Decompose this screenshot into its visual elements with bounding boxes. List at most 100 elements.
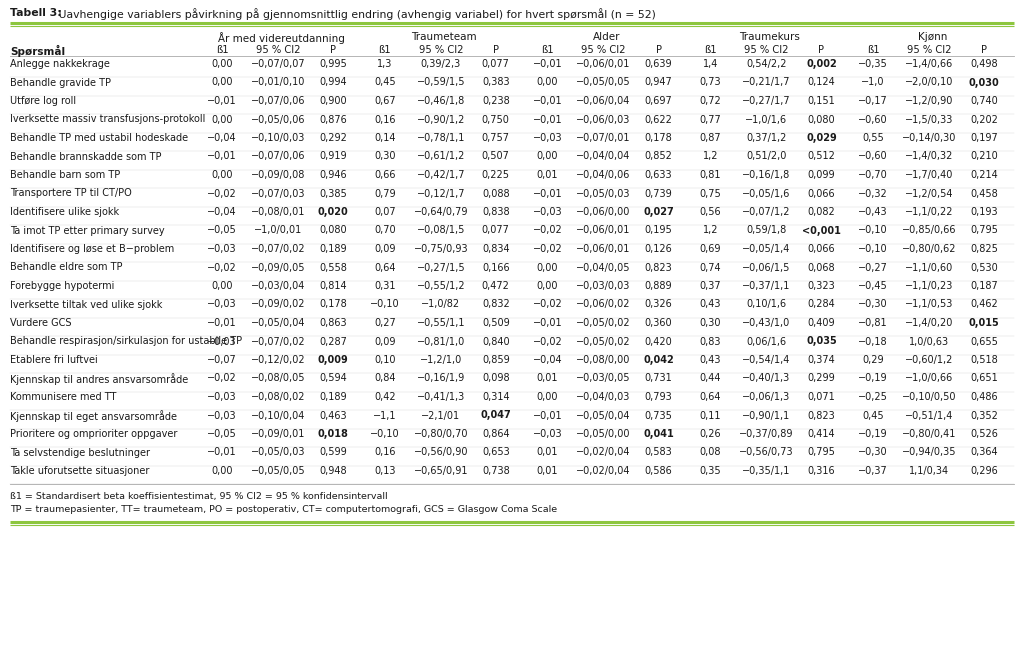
- Text: −0,42/1,7: −0,42/1,7: [417, 170, 465, 180]
- Text: −2,0/0,10: −2,0/0,10: [905, 78, 953, 88]
- Text: −1,0/0,66: −1,0/0,66: [905, 374, 953, 384]
- Text: 0,59/1,8: 0,59/1,8: [746, 225, 786, 235]
- Text: 0,00: 0,00: [537, 392, 558, 402]
- Text: −0,14/0,30: −0,14/0,30: [902, 133, 956, 143]
- Text: −0,06/0,02: −0,06/0,02: [577, 299, 631, 310]
- Text: −0,80/0,70: −0,80/0,70: [414, 429, 468, 439]
- Text: 0,69: 0,69: [699, 244, 721, 254]
- Text: −0,07/0,06: −0,07/0,06: [251, 96, 305, 106]
- Text: 0,43: 0,43: [699, 299, 721, 310]
- Text: Utføre log roll: Utføre log roll: [10, 96, 76, 106]
- Text: −0,60: −0,60: [858, 115, 888, 125]
- Text: Behandle eldre som TP: Behandle eldre som TP: [10, 262, 123, 273]
- Text: −0,19: −0,19: [858, 429, 888, 439]
- Text: ß1 = Standardisert beta koeffisientestimat, 95 % CI2 = 95 % konfidensintervall: ß1 = Standardisert beta koeffisientestim…: [10, 492, 388, 501]
- Text: −0,07/0,02: −0,07/0,02: [251, 337, 305, 347]
- Text: −0,07/0,03: −0,07/0,03: [251, 188, 305, 198]
- Text: Behandle gravide TP: Behandle gravide TP: [10, 78, 111, 88]
- Text: −0,64/0,79: −0,64/0,79: [414, 207, 468, 217]
- Text: 0,195: 0,195: [645, 225, 673, 235]
- Text: Behandle TP med ustabil hodeskade: Behandle TP med ustabil hodeskade: [10, 133, 188, 143]
- Text: −0,85/0,66: −0,85/0,66: [902, 225, 956, 235]
- Text: 0,558: 0,558: [319, 262, 347, 273]
- Text: 0,287: 0,287: [319, 337, 347, 347]
- Text: 0,653: 0,653: [482, 447, 510, 457]
- Text: 0,73: 0,73: [699, 78, 721, 88]
- Text: 0,420: 0,420: [645, 337, 673, 347]
- Text: 0,210: 0,210: [971, 152, 998, 161]
- Text: 0,374: 0,374: [808, 355, 836, 365]
- Text: ß1: ß1: [216, 45, 228, 55]
- Text: −0,10: −0,10: [858, 225, 888, 235]
- Text: −0,65/0,91: −0,65/0,91: [414, 466, 468, 476]
- Text: 0,066: 0,066: [808, 188, 836, 198]
- Text: 0,54/2,2: 0,54/2,2: [746, 59, 786, 69]
- Text: 0,299: 0,299: [808, 374, 836, 384]
- Text: −0,55/1,2: −0,55/1,2: [417, 281, 465, 291]
- Text: ß1: ß1: [379, 45, 391, 55]
- Text: 0,06/1,6: 0,06/1,6: [746, 337, 786, 347]
- Text: 0,87: 0,87: [699, 133, 721, 143]
- Text: −0,02/0,04: −0,02/0,04: [577, 447, 631, 457]
- Text: P: P: [981, 45, 987, 55]
- Text: 95 % CI2: 95 % CI2: [582, 45, 626, 55]
- Text: −1,0/0,01: −1,0/0,01: [254, 225, 302, 235]
- Text: −0,04: −0,04: [207, 207, 237, 217]
- Text: 0,383: 0,383: [482, 78, 510, 88]
- Text: −0,75/0,93: −0,75/0,93: [414, 244, 468, 254]
- Text: 0,863: 0,863: [319, 318, 347, 328]
- Text: 0,37/1,2: 0,37/1,2: [746, 133, 786, 143]
- Text: 0,066: 0,066: [808, 244, 836, 254]
- Text: −0,03: −0,03: [532, 133, 562, 143]
- Text: 0,16: 0,16: [374, 447, 395, 457]
- Text: ß1: ß1: [542, 45, 554, 55]
- Text: −0,45: −0,45: [858, 281, 888, 291]
- Text: −0,55/1,1: −0,55/1,1: [417, 318, 465, 328]
- Text: 0,651: 0,651: [971, 374, 998, 384]
- Text: −0,07/0,07: −0,07/0,07: [251, 59, 305, 69]
- Text: 0,509: 0,509: [482, 318, 510, 328]
- Text: 0,00: 0,00: [211, 115, 232, 125]
- Text: 0,314: 0,314: [482, 392, 510, 402]
- Text: −0,06/0,01: −0,06/0,01: [577, 59, 631, 69]
- Text: 0,64: 0,64: [374, 262, 395, 273]
- Text: −1,7/0,40: −1,7/0,40: [905, 170, 953, 180]
- Text: 0,639: 0,639: [645, 59, 673, 69]
- Text: 0,00: 0,00: [211, 170, 232, 180]
- Text: −0,03: −0,03: [207, 299, 237, 310]
- Text: −0,04/0,04: −0,04/0,04: [577, 152, 631, 161]
- Text: 0,189: 0,189: [319, 244, 347, 254]
- Text: −0,05: −0,05: [207, 225, 237, 235]
- Text: −0,05/1,4: −0,05/1,4: [742, 244, 791, 254]
- Text: −0,01: −0,01: [532, 188, 562, 198]
- Text: −0,03: −0,03: [532, 429, 562, 439]
- Text: 0,731: 0,731: [645, 374, 673, 384]
- Text: 0,51/2,0: 0,51/2,0: [746, 152, 786, 161]
- Text: 0,01: 0,01: [537, 170, 558, 180]
- Text: 0,31: 0,31: [374, 281, 395, 291]
- Text: 0,07: 0,07: [374, 207, 395, 217]
- Text: 0,01: 0,01: [537, 466, 558, 476]
- Text: −0,05/0,03: −0,05/0,03: [577, 188, 631, 198]
- Text: 0,193: 0,193: [971, 207, 998, 217]
- Text: 0,889: 0,889: [645, 281, 673, 291]
- Text: −0,54/1,4: −0,54/1,4: [742, 355, 791, 365]
- Text: −0,37/0,89: −0,37/0,89: [739, 429, 794, 439]
- Text: 0,586: 0,586: [645, 466, 673, 476]
- Text: −0,02: −0,02: [207, 262, 237, 273]
- Text: 0,498: 0,498: [971, 59, 998, 69]
- Text: −0,01: −0,01: [532, 59, 562, 69]
- Text: <0,001: <0,001: [802, 225, 841, 235]
- Text: Anlegge nakkekrage: Anlegge nakkekrage: [10, 59, 110, 69]
- Text: −0,60/1,2: −0,60/1,2: [905, 355, 953, 365]
- Text: −1,4/0,32: −1,4/0,32: [905, 152, 953, 161]
- Text: −0,30: −0,30: [858, 447, 888, 457]
- Text: 0,876: 0,876: [319, 115, 347, 125]
- Text: TP = traumepasienter, TT= traumeteam, PO = postoperativ, CT= computertomografi, : TP = traumepasienter, TT= traumeteam, PO…: [10, 505, 557, 514]
- Text: 0,047: 0,047: [480, 411, 511, 420]
- Text: Identifisere og løse et B−problem: Identifisere og løse et B−problem: [10, 244, 174, 254]
- Text: 0,697: 0,697: [645, 96, 673, 106]
- Text: 0,00: 0,00: [211, 466, 232, 476]
- Text: 0,364: 0,364: [971, 447, 998, 457]
- Text: 0,795: 0,795: [808, 447, 836, 457]
